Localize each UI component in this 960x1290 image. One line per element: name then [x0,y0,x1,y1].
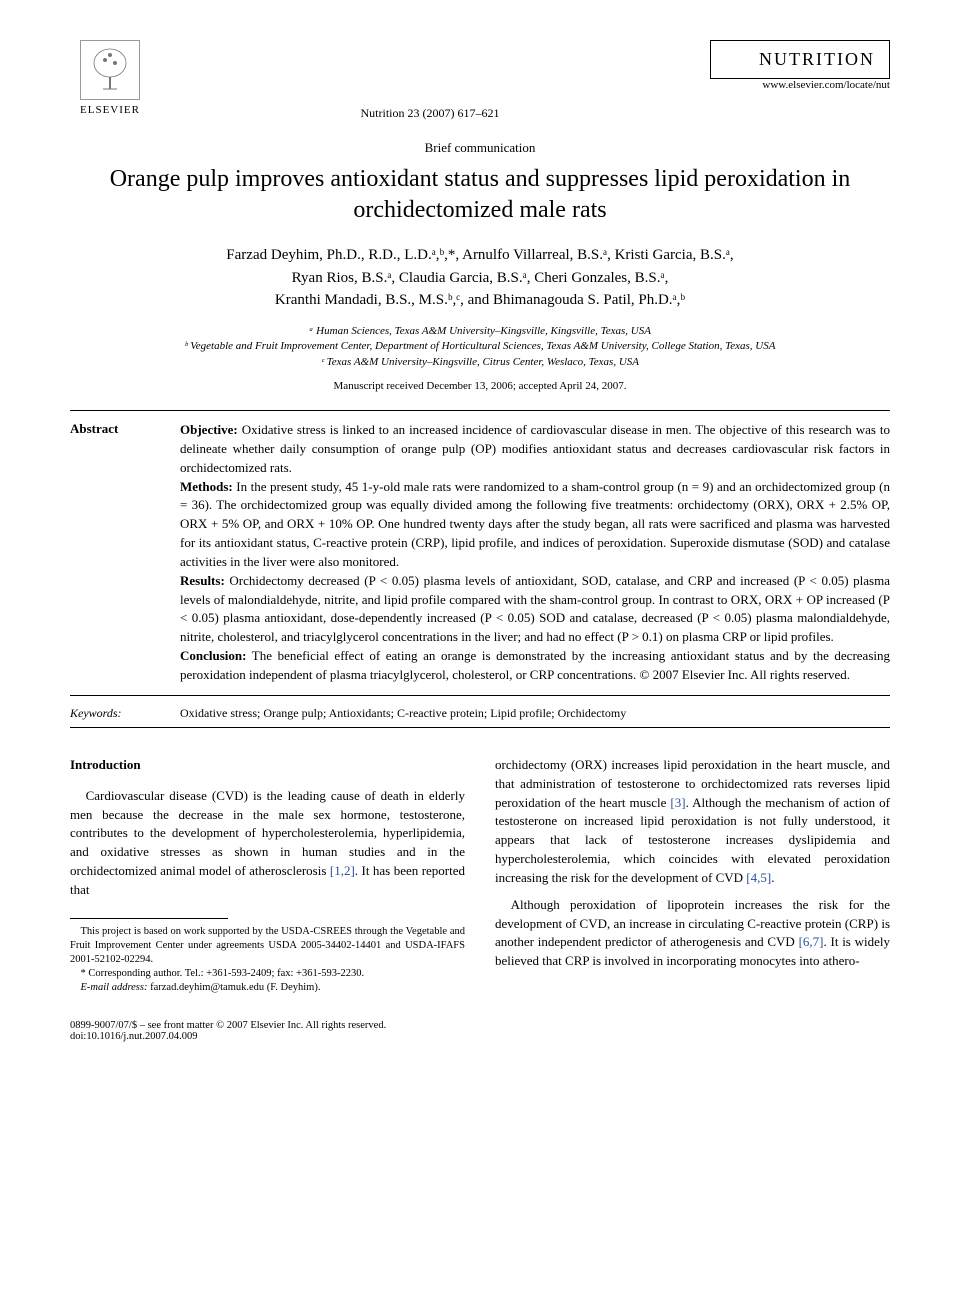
results-text: Orchidectomy decreased (P < 0.05) plasma… [180,573,890,645]
email-footnote: E-mail address: farzad.deyhim@tamuk.edu … [70,981,465,995]
objective-text: Oxidative stress is linked to an increas… [180,422,890,475]
footnote-separator [70,918,228,919]
abstract-block: Abstract Objective: Oxidative stress is … [70,421,890,685]
methods-text: In the present study, 45 1-y-old male ra… [180,479,890,569]
intro-paragraph-1: Cardiovascular disease (CVD) is the lead… [70,787,465,900]
divider [70,695,890,696]
methods-head: Methods: [180,479,233,494]
results-head: Results: [180,573,225,588]
authors: Farzad Deyhim, Ph.D., R.D., L.D.ᵃ,ᵇ,*, A… [70,244,890,312]
citation: Nutrition 23 (2007) 617–621 [150,106,710,121]
page-header: ELSEVIER Nutrition 23 (2007) 617–621 NUT… [70,40,890,130]
introduction-heading: Introduction [70,756,465,775]
objective-head: Objective: [180,422,238,437]
col2-p1-c: . [771,870,774,885]
keywords-text: Oxidative stress; Orange pulp; Antioxida… [180,706,626,721]
col2-paragraph-1: orchidectomy (ORX) increases lipid perox… [495,756,890,888]
conclusion-text: The beneficial effect of eating an orang… [180,648,890,682]
ref-link-6-7[interactable]: [6,7] [799,934,824,949]
journal-name: NUTRITION [725,49,875,70]
authors-line-2: Ryan Rios, B.S.ᵃ, Claudia Garcia, B.S.ᵃ,… [70,267,890,290]
abstract-content: Objective: Oxidative stress is linked to… [180,421,890,685]
article-title: Orange pulp improves antioxidant status … [70,164,890,226]
footer: 0899-9007/07/$ – see front matter © 2007… [70,1020,890,1042]
col2-paragraph-2: Although peroxidation of lipoprotein inc… [495,896,890,971]
affiliation-c: ᶜ Texas A&M University–Kingsville, Citru… [70,355,890,370]
copyright-line: 0899-9007/07/$ – see front matter © 2007… [70,1020,890,1031]
publisher-name: ELSEVIER [80,104,140,116]
journal-box: NUTRITION [710,40,890,79]
column-left: Introduction Cardiovascular disease (CVD… [70,756,465,996]
affiliations: ᵃ Human Sciences, Texas A&M University–K… [70,324,890,370]
article-type: Brief communication [70,140,890,156]
body-columns: Introduction Cardiovascular disease (CVD… [70,756,890,996]
ref-link-3[interactable]: [3] [670,795,685,810]
email-label: E-mail address: [81,982,148,993]
manuscript-dates: Manuscript received December 13, 2006; a… [70,380,890,392]
elsevier-tree-icon [80,40,140,100]
ref-link-1-2[interactable]: [1,2] [330,863,355,878]
email-value[interactable]: farzad.deyhim@tamuk.edu (F. Deyhim). [147,982,320,993]
abstract-label: Abstract [70,421,180,685]
authors-line-1: Farzad Deyhim, Ph.D., R.D., L.D.ᵃ,ᵇ,*, A… [70,244,890,267]
affiliation-b: ᵇ Vegetable and Fruit Improvement Center… [70,339,890,354]
doi-line: doi:10.1016/j.nut.2007.04.009 [70,1031,890,1042]
ref-link-4-5[interactable]: [4,5] [746,870,771,885]
authors-line-3: Kranthi Mandadi, B.S., M.S.ᵇ,ᶜ, and Bhim… [70,289,890,312]
corresponding-author-footnote: * Corresponding author. Tel.: +361-593-2… [70,967,465,981]
column-right: orchidectomy (ORX) increases lipid perox… [495,756,890,996]
divider [70,410,890,411]
keywords-block: Keywords: Oxidative stress; Orange pulp;… [70,706,890,721]
journal-url[interactable]: www.elsevier.com/locate/nut [710,79,890,91]
affiliation-a: ᵃ Human Sciences, Texas A&M University–K… [70,324,890,339]
funding-footnote: This project is based on work supported … [70,925,465,968]
publisher-logo: ELSEVIER [70,40,150,130]
divider [70,727,890,728]
keywords-label: Keywords: [70,706,180,721]
conclusion-head: Conclusion: [180,648,246,663]
